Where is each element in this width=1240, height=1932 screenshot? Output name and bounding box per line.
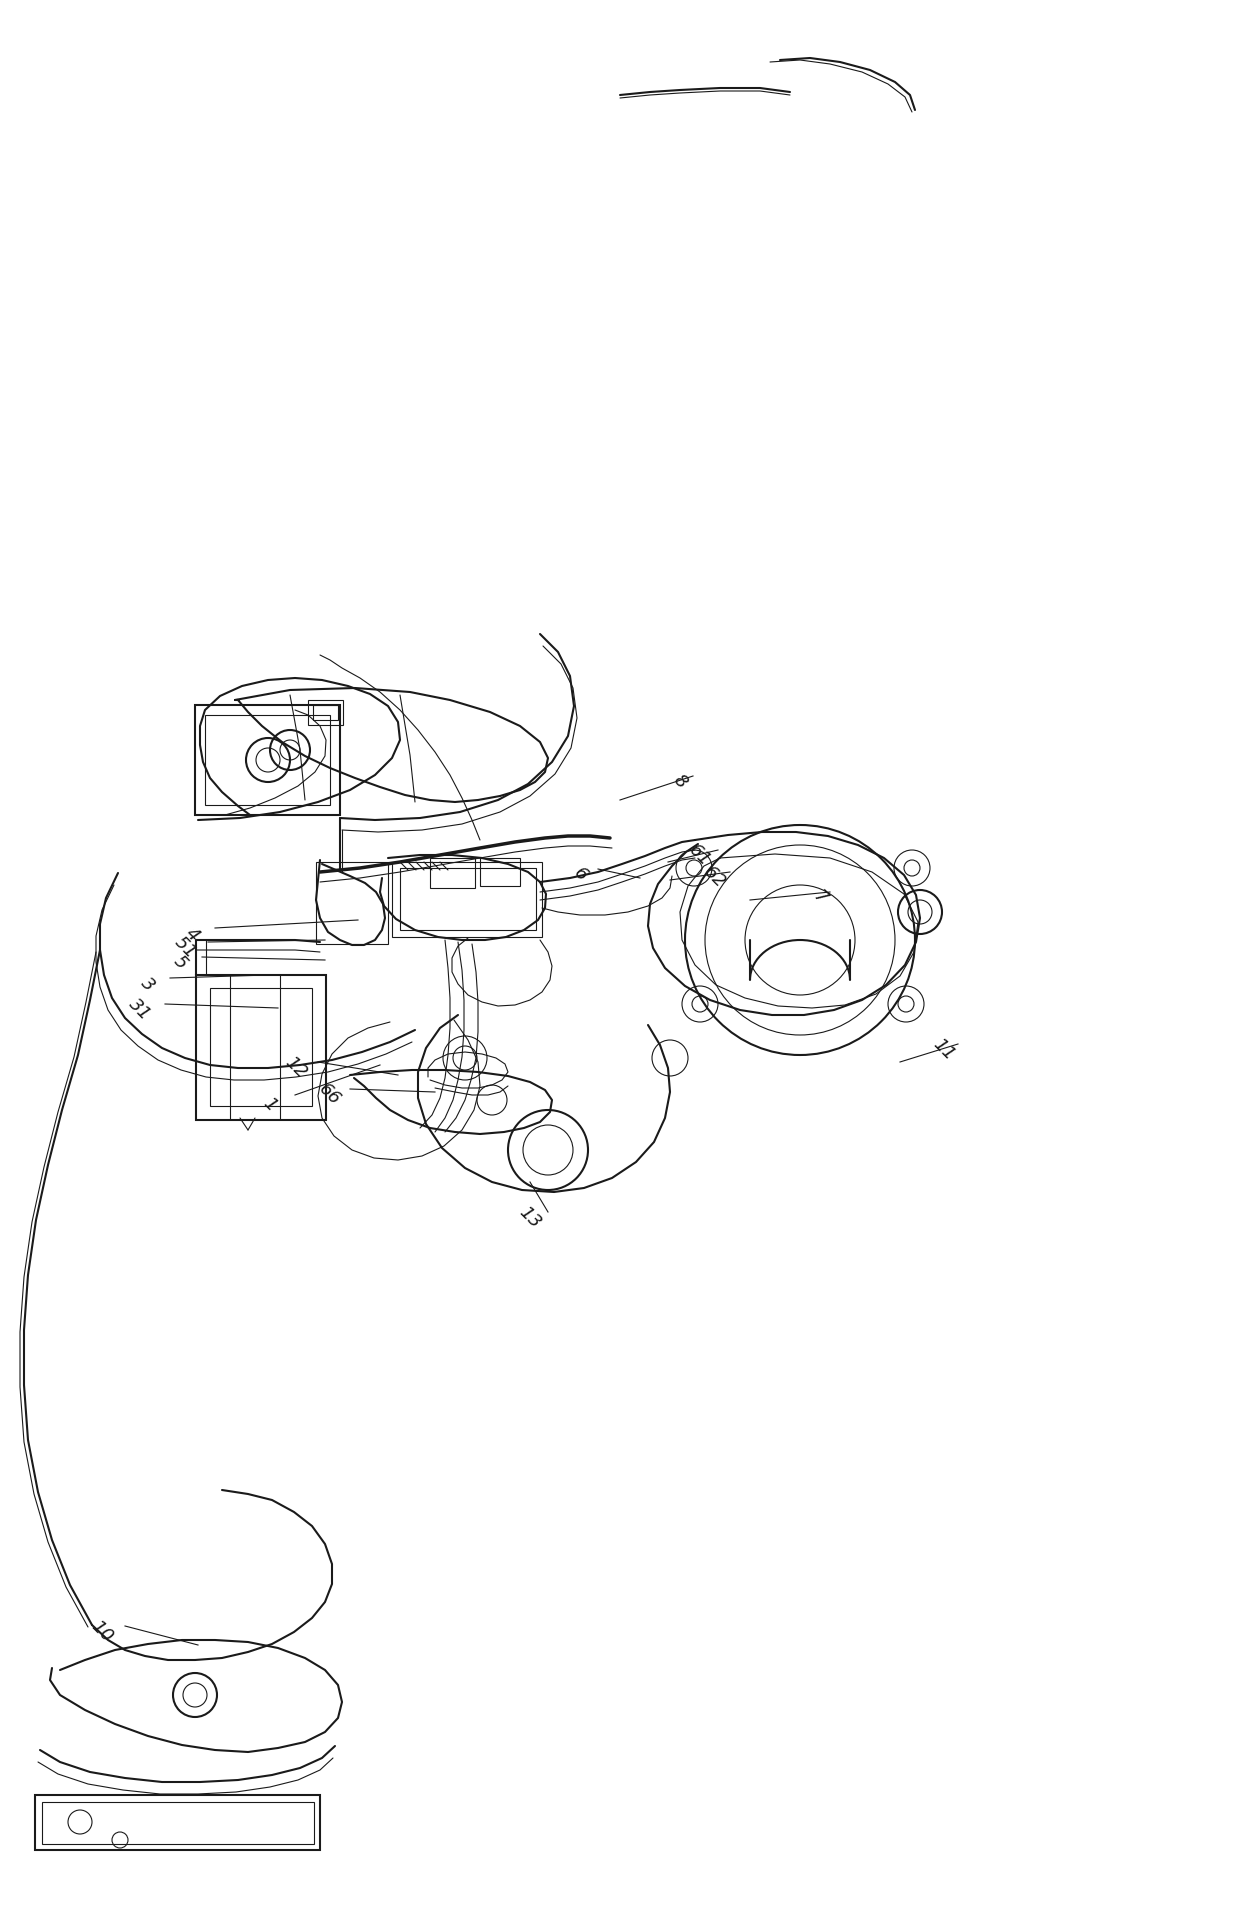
Text: 11: 11 [930,1036,959,1065]
Bar [35,1795,320,1851]
Bar [308,699,343,724]
Bar [196,976,326,1121]
Bar [480,858,520,887]
Bar [401,867,536,929]
Text: 51: 51 [171,933,200,962]
Text: 6: 6 [569,866,590,885]
Text: 66: 66 [315,1080,345,1109]
Text: 1: 1 [259,1095,280,1115]
Text: 3: 3 [138,974,159,995]
Text: 7: 7 [810,887,831,908]
Text: 13: 13 [516,1204,544,1233]
Bar [42,1803,314,1843]
Bar [210,987,312,1105]
Text: 12: 12 [281,1053,310,1082]
Bar [430,858,475,889]
Text: 62: 62 [701,864,729,893]
Text: 10: 10 [88,1617,117,1646]
Text: 8: 8 [670,771,691,792]
Bar [205,715,330,806]
Text: 5: 5 [170,952,191,974]
Bar [392,862,542,937]
Bar [195,705,340,815]
Bar [312,705,339,721]
Text: 31: 31 [125,995,155,1024]
Bar [316,862,388,945]
Text: 4: 4 [181,925,202,945]
Text: 61: 61 [686,842,714,871]
